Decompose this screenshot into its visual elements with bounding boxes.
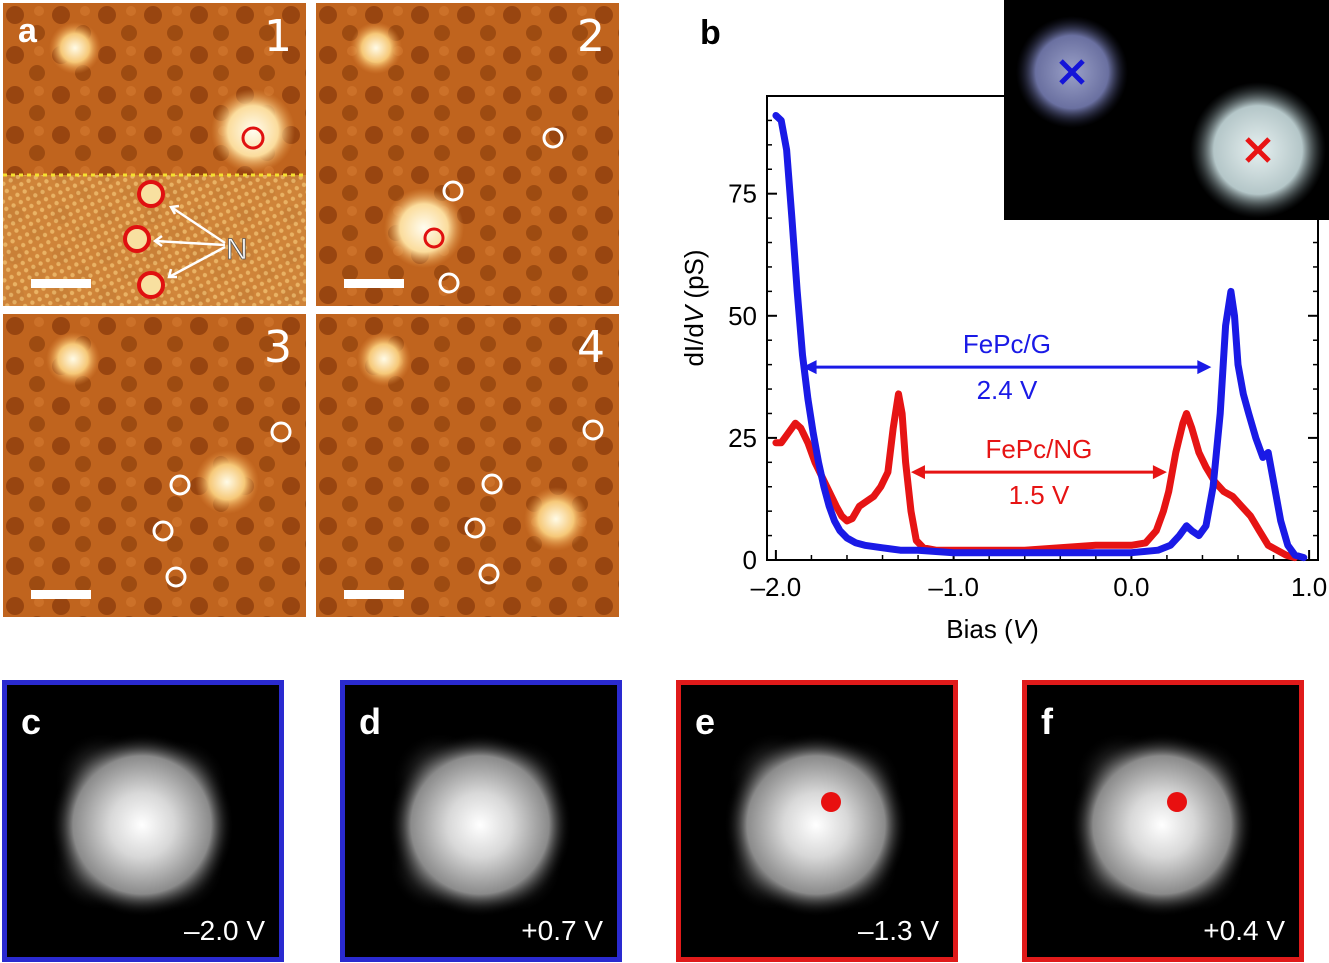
gap-arrowhead-right-1 (1152, 465, 1167, 480)
panel-f-label: f (1041, 701, 1053, 742)
gap-label-top-1: FePc/NG (985, 434, 1092, 464)
scale-bar (344, 590, 404, 599)
stm-frame-4: 4 (316, 314, 619, 617)
bias-voltage: –2.0 V (184, 915, 265, 946)
gap-label-top-0: FePc/G (963, 329, 1051, 359)
bias-voltage: +0.7 V (521, 915, 603, 946)
panel-c-label: c (21, 701, 42, 742)
stm-frame-3: 3 (3, 314, 306, 617)
molecule-image (1070, 732, 1254, 917)
scale-bar (31, 279, 91, 288)
y-tick-label: 0 (743, 545, 757, 575)
molecule-image (724, 732, 908, 917)
series-line-fepc-g (772, 112, 1308, 562)
scale-bar (31, 590, 91, 599)
red-cross-marker (1245, 137, 1271, 163)
y-tick-label: 75 (728, 179, 757, 209)
bias-voltage: +0.4 V (1203, 915, 1285, 946)
gap-label-bottom-0: 2.4 V (977, 375, 1038, 405)
tip-position-marker (1167, 792, 1187, 812)
frame-number: 1 (264, 11, 292, 62)
y-tick-label: 25 (728, 423, 757, 453)
panel-d-label: d (359, 701, 381, 742)
molecule-panel-d: d +0.7 V (340, 680, 622, 962)
x-tick-label: –2.0 (751, 572, 802, 602)
blue-cross-marker (1059, 59, 1085, 85)
y-tick-label: 50 (728, 301, 757, 331)
gap-arrowhead-right-0 (1197, 360, 1212, 375)
stm-frame-2: 2 (316, 3, 619, 306)
x-axis-label: Bias (V) (946, 614, 1038, 644)
x-tick-label: 0.0 (1113, 572, 1149, 602)
y-axis-label: dI/dV (pS) (679, 249, 709, 366)
stm-frame-1: N 1 (3, 3, 306, 306)
frame-number: 2 (577, 11, 605, 62)
scale-bar (344, 279, 404, 288)
molecule-panel-f: f +0.4 V (1022, 680, 1304, 962)
gap-arrowhead-left-1 (910, 465, 925, 480)
gap-label-bottom-1: 1.5 V (1009, 480, 1070, 510)
panel-e-label: e (695, 701, 716, 742)
x-tick-label: –1.0 (928, 572, 979, 602)
frame-number: 3 (264, 322, 292, 373)
bias-voltage: –1.3 V (858, 915, 939, 946)
x-tick-label: 1.0 (1291, 572, 1327, 602)
panel-b-label: b (700, 14, 721, 52)
spectrum-chart: 0 25 50 75 –2.0 –1.0 0.0 1.0 Bias (V) dI/dV (pS) F… (679, 95, 1327, 644)
frame-number: 4 (577, 322, 605, 373)
gap-arrowhead-left-0 (802, 360, 817, 375)
molecule-panel-e: e –1.3 V (676, 680, 958, 962)
panel-a-label: a (18, 12, 37, 50)
nitrogen-label: N (226, 233, 248, 266)
molecule-panel-c: c –2.0 V (2, 680, 284, 962)
molecule-image (388, 732, 572, 917)
molecule-image (50, 732, 234, 917)
chart-inset (1004, 0, 1329, 220)
tip-position-marker (821, 792, 841, 812)
